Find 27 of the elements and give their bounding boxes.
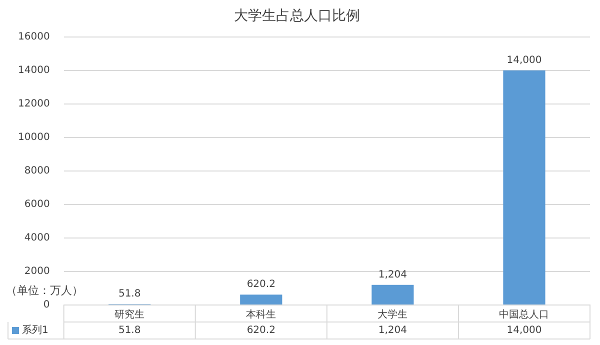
chart-title: 大学生占总人口比例 (234, 8, 360, 24)
text: 14,000 (506, 54, 542, 66)
bar (240, 294, 282, 304)
x-tick-label: 大学生 (378, 308, 408, 321)
y-tick-label: 16000 (18, 31, 50, 42)
annotation: （单位：万人） (6, 284, 83, 297)
text: 51.8 (118, 288, 141, 300)
x-tick-label: 研究生 (114, 308, 145, 321)
data-label: 1,204 (378, 325, 407, 336)
text: 620.2 (246, 279, 276, 290)
text: 1,204 (378, 269, 407, 280)
y-tick-label: 2000 (24, 266, 50, 278)
y-tick-label: 12000 (18, 98, 50, 110)
bar (503, 70, 546, 304)
y-tick-label: 4000 (24, 232, 50, 244)
y-tick-label: 10000 (18, 132, 50, 143)
legend-label: 系列1 (22, 324, 48, 336)
y-tick-label: 14000 (18, 64, 50, 76)
data-label: 14,000 (506, 325, 542, 336)
y-tick-label: 0 (43, 300, 50, 311)
x-tick-label: 本科生 (246, 308, 276, 321)
data-label: 51.8 (118, 325, 141, 336)
data-label: 620.2 (246, 325, 276, 336)
bar (372, 284, 414, 304)
y-tick-label: 8000 (24, 165, 50, 176)
x-tick-label: 中国总人口 (499, 308, 550, 321)
y-tick-label: 6000 (24, 199, 50, 210)
